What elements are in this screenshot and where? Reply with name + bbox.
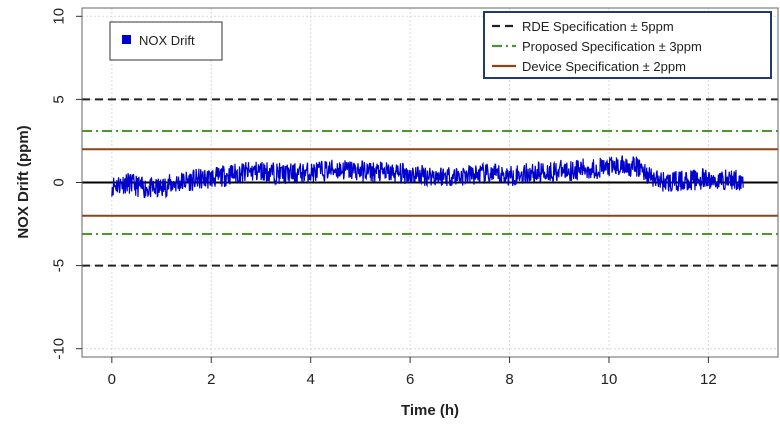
y-tick-label: 0: [51, 178, 68, 186]
x-tick-label: 12: [700, 371, 717, 388]
x-tick-label: 6: [406, 371, 414, 388]
legend-rde-label: RDE Specification ± 5ppm: [522, 19, 674, 34]
series-nox-drift: [111, 155, 744, 199]
legend-specs: RDE Specification ± 5ppm Proposed Specif…: [483, 11, 772, 79]
x-tick-label: 2: [207, 371, 215, 388]
y-tick-label: 5: [51, 95, 68, 103]
legend-proposed-label: Proposed Specification ± 3ppm: [522, 39, 702, 54]
x-tick-label: 0: [108, 371, 116, 388]
legend-specs-box: [483, 11, 772, 79]
legend-series: NOX Drift: [109, 21, 223, 61]
x-tick-label: 4: [307, 371, 315, 388]
y-axis-label: NOX Drift (ppm): [15, 125, 32, 238]
legend-series-swatch: [122, 35, 131, 44]
legend-series-label: NOX Drift: [139, 33, 195, 48]
y-tick-label: -10: [51, 338, 68, 360]
series-layer: [111, 155, 744, 199]
axis-ticks: 0 2 4 6 8 10 12 10 5 0 -5 -10: [51, 8, 717, 388]
legend-device-label: Device Specification ± 2ppm: [522, 59, 686, 74]
x-axis-label: Time (h): [401, 402, 459, 419]
x-tick-label: 10: [601, 371, 618, 388]
y-tick-label: -5: [51, 259, 68, 272]
x-tick-label: 8: [505, 371, 513, 388]
y-tick-label: 10: [51, 8, 68, 25]
